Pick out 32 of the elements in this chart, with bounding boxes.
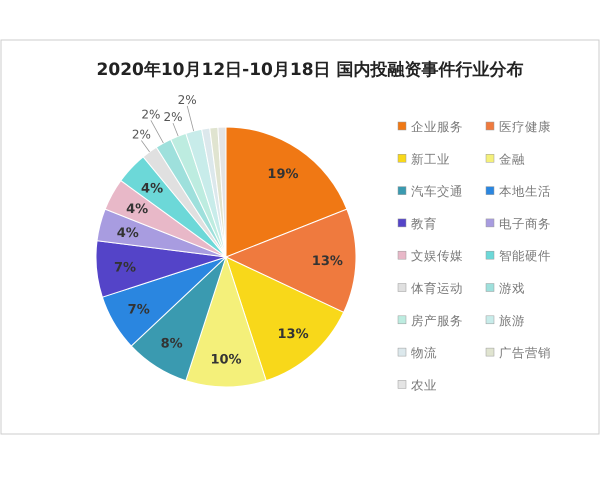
legend-label: 游戏 xyxy=(499,280,525,296)
legend-label: 教育 xyxy=(411,216,437,231)
legend-label: 智能硬件 xyxy=(499,248,551,264)
legend-label: 金融 xyxy=(499,151,525,166)
data-label: 19% xyxy=(267,167,299,182)
data-label: 7% xyxy=(128,302,150,318)
legend-label: 旅游 xyxy=(499,312,525,328)
legend-label: 新工业 xyxy=(411,151,450,166)
chart-title: 2020年10月12日-10月18日 国内投融资事件行业分布 xyxy=(96,60,524,80)
data-label: 2% xyxy=(132,128,151,142)
data-label: 2% xyxy=(141,107,160,122)
legend-label: 医疗健康 xyxy=(499,119,551,134)
data-label: 4% xyxy=(116,226,139,241)
data-label: 7% xyxy=(114,260,136,276)
data-label: 2% xyxy=(163,110,183,124)
legend-label: 体育运动 xyxy=(411,280,463,296)
legend-label: 文娱传媒 xyxy=(411,248,463,264)
legend-label: 物流 xyxy=(411,345,437,360)
legend-label: 房产服务 xyxy=(411,312,463,328)
legend-label: 农业 xyxy=(411,377,437,392)
legend-label: 汽车交通 xyxy=(411,184,463,199)
data-label: 4% xyxy=(141,182,164,197)
legend-label: 本地生活 xyxy=(499,184,551,199)
data-label: 13% xyxy=(312,254,343,270)
data-label: 13% xyxy=(277,327,309,342)
data-label: 2% xyxy=(178,92,197,107)
legend-label: 广告营销 xyxy=(499,345,551,360)
data-label: 8% xyxy=(160,336,183,352)
legend-label: 企业服务 xyxy=(411,119,463,134)
legend-label: 电子商务 xyxy=(499,216,551,231)
data-label: 4% xyxy=(126,202,148,218)
data-label: 10% xyxy=(210,352,242,368)
